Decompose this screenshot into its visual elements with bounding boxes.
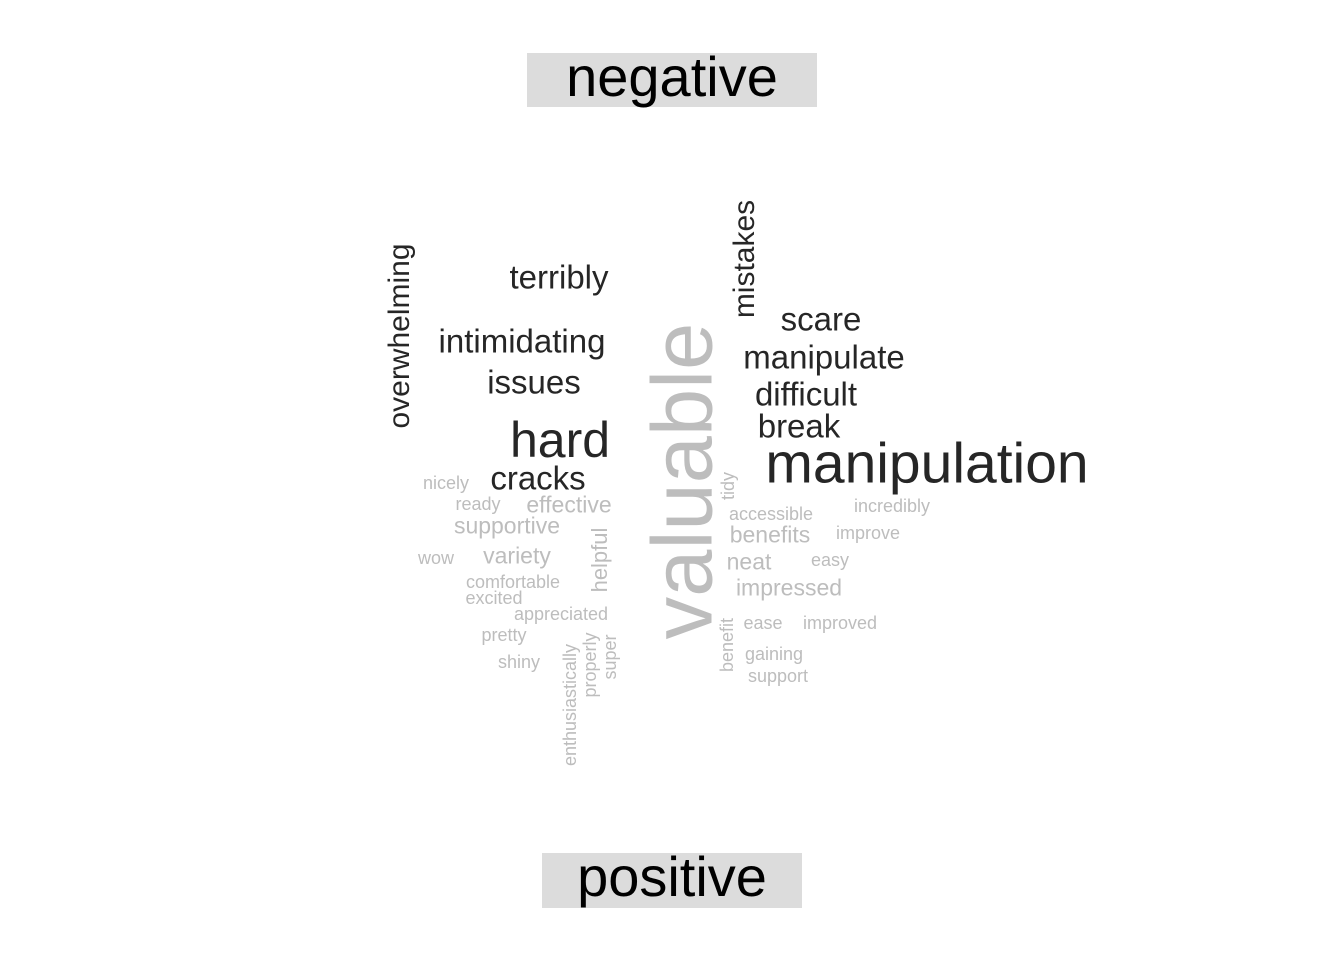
word-scare: scare xyxy=(780,300,862,338)
word-incredibly: incredibly xyxy=(853,496,931,516)
word-ease: ease xyxy=(743,613,783,633)
word-gaining: gaining xyxy=(744,644,804,664)
word-supportive: supportive xyxy=(453,512,561,539)
word-shiny: shiny xyxy=(497,652,541,672)
word-intimidating: intimidating xyxy=(438,322,606,360)
word-appreciated: appreciated xyxy=(513,604,609,624)
word-tidy: tidy xyxy=(718,471,738,501)
word-mistakes: mistakes xyxy=(728,199,761,319)
word-neat: neat xyxy=(726,548,772,575)
word-impressed: impressed xyxy=(735,574,843,601)
word-enthusiastically: enthusiastically xyxy=(560,643,580,767)
word-improved: improved xyxy=(802,613,878,633)
word-terribly: terribly xyxy=(509,258,609,296)
word-super: super xyxy=(600,634,620,680)
positive-group-label: positive xyxy=(542,849,802,908)
word-break: break xyxy=(757,407,841,445)
word-hard: hard xyxy=(509,412,611,468)
negative-group-label: negative xyxy=(527,49,817,107)
word-support: support xyxy=(747,666,809,686)
word-valuable: valuable xyxy=(635,322,731,640)
word-excited: excited xyxy=(465,588,523,608)
word-pretty: pretty xyxy=(481,625,527,645)
word-manipulation: manipulation xyxy=(765,431,1089,496)
word-cracks: cracks xyxy=(490,459,586,497)
word-comfortable: comfortable xyxy=(465,572,561,592)
word-manipulate: manipulate xyxy=(743,338,905,376)
word-ready: ready xyxy=(455,494,501,514)
word-properly: properly xyxy=(580,632,600,698)
word-wow: wow xyxy=(417,548,455,568)
word-variety: variety xyxy=(483,542,551,569)
word-helpful: helpful xyxy=(587,527,612,593)
word-nicely: nicely xyxy=(422,473,470,493)
word-effective: effective xyxy=(526,491,612,518)
word-issues: issues xyxy=(487,363,581,401)
word-accessible: accessible xyxy=(728,504,814,524)
word-overwhelming: overwhelming xyxy=(383,243,416,429)
word-benefit: benefit xyxy=(717,617,737,673)
word-difficult: difficult xyxy=(754,375,858,413)
word-easy: easy xyxy=(810,550,850,570)
word-benefits: benefits xyxy=(729,521,811,548)
word-improve: improve xyxy=(835,523,901,543)
